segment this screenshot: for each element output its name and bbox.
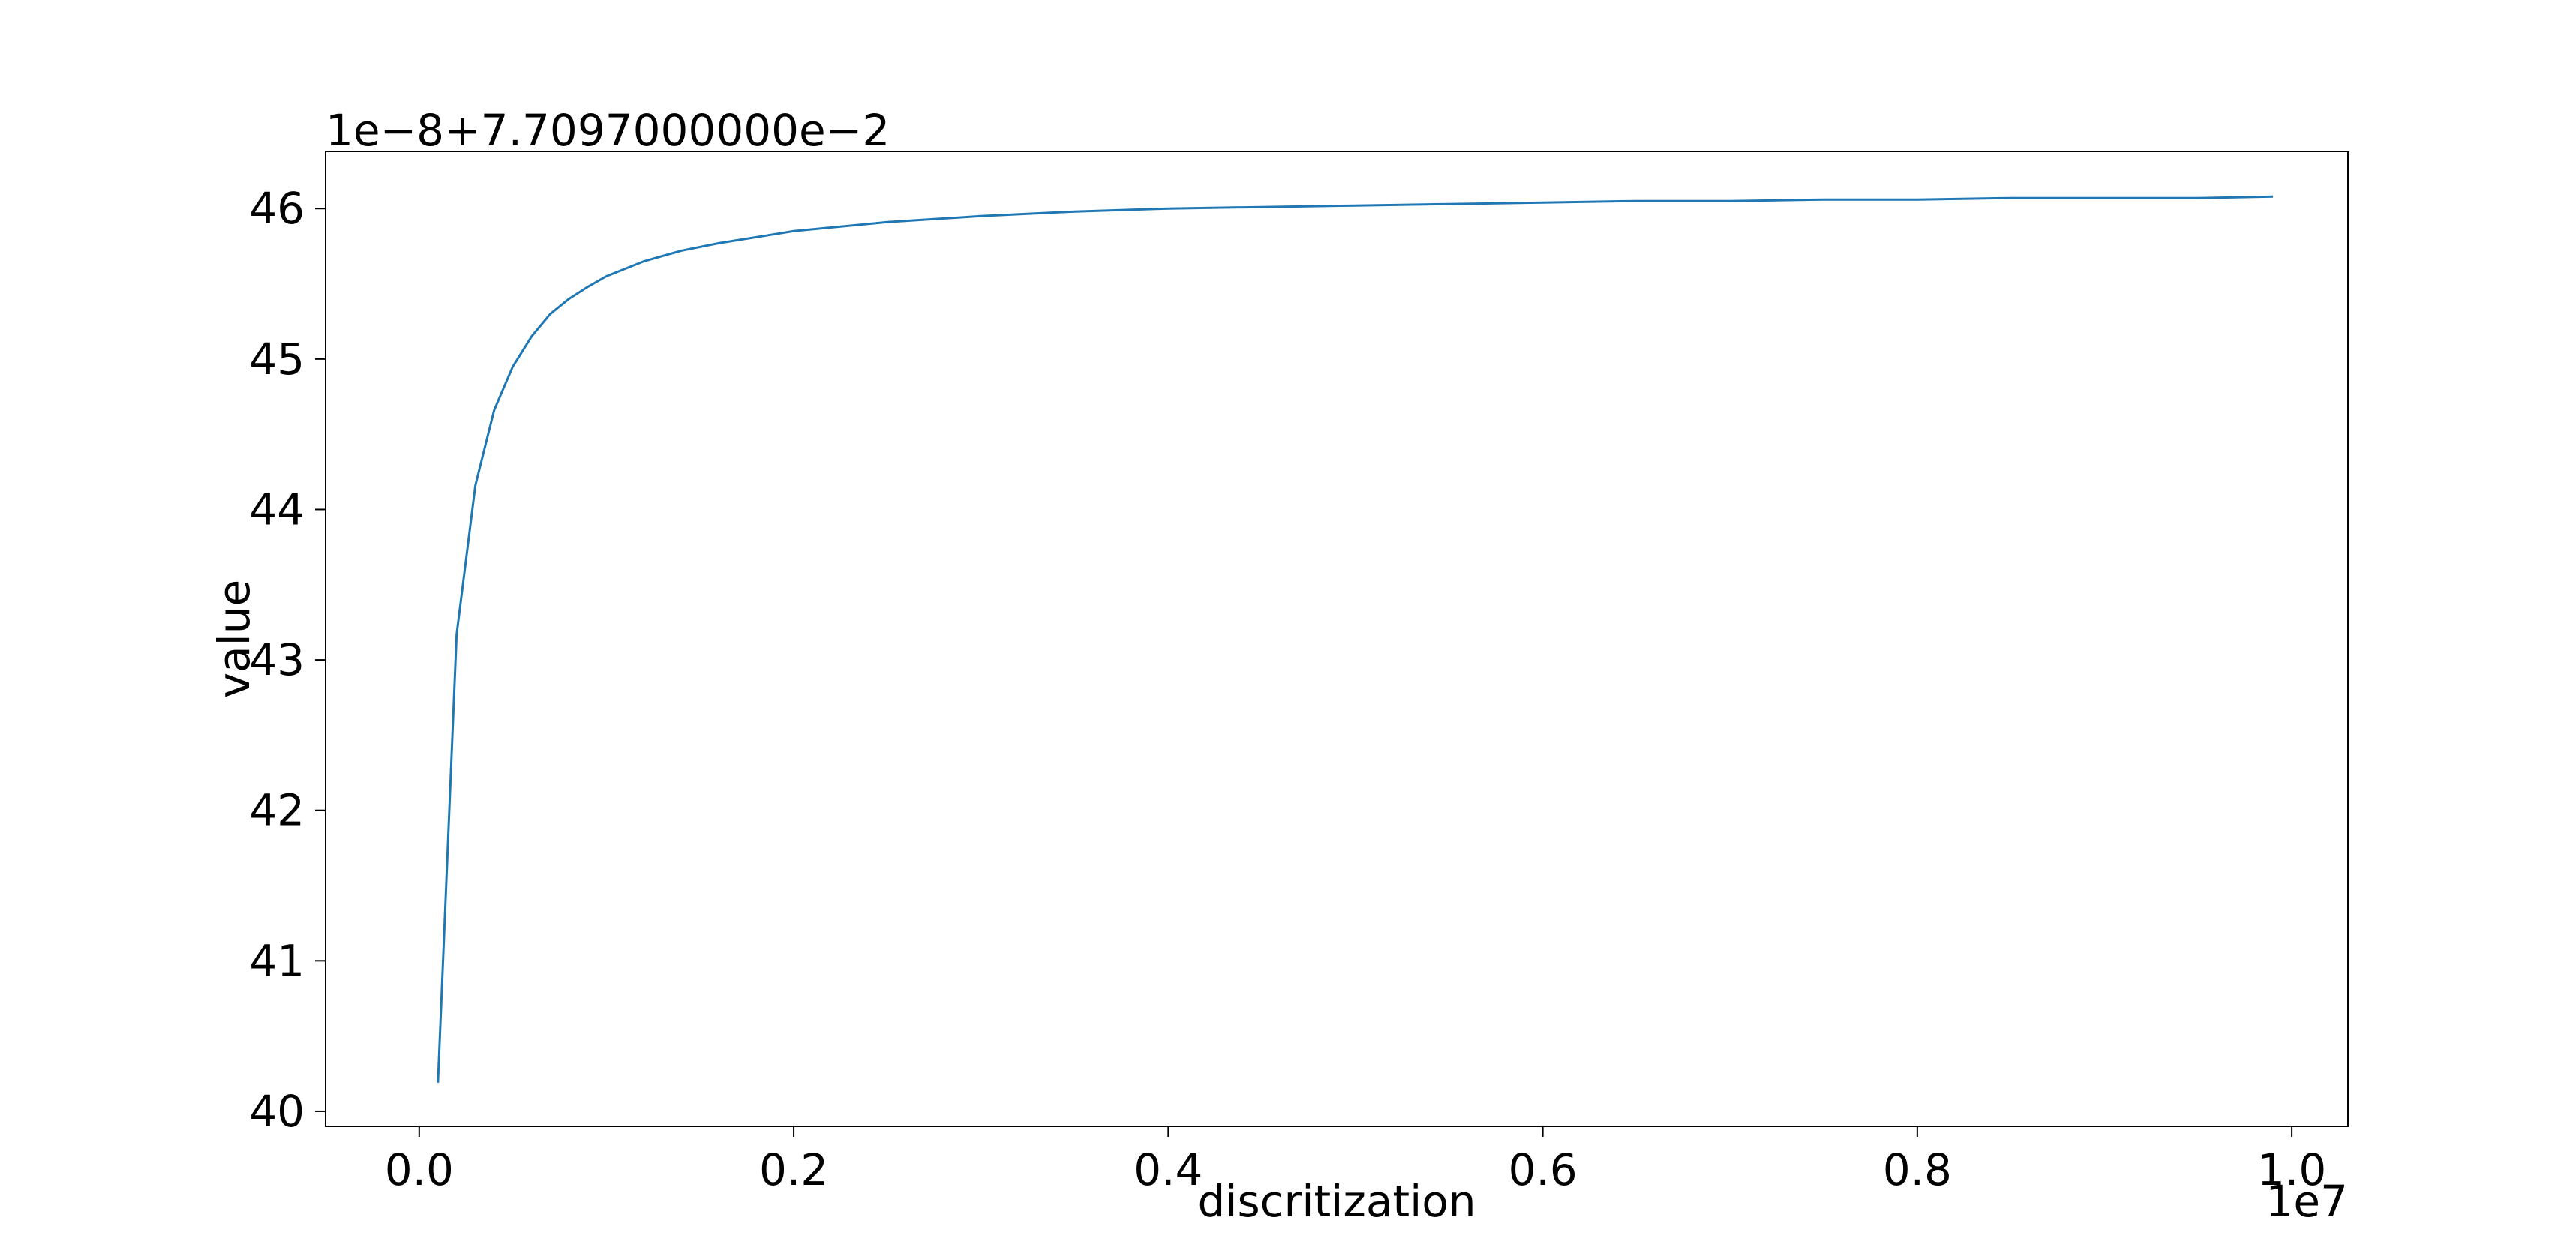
x-tick-label: 0.2	[759, 1144, 828, 1195]
y-tick-label: 44	[249, 484, 305, 535]
y-tick-label: 41	[249, 935, 305, 986]
x-tick-label: 0.4	[1133, 1144, 1202, 1195]
x-axis-ticks: 0.0 0.2 0.4 0.6 0.8 1.0	[385, 1126, 2326, 1195]
y-tick-label: 46	[249, 183, 305, 234]
y-tick-label: 40	[249, 1086, 305, 1137]
x-tick-label: 0.0	[385, 1144, 454, 1195]
plot-frame	[325, 151, 2349, 1127]
x-tick-label: 0.6	[1508, 1144, 1577, 1195]
y-axis-ticks: 40 41 42 43 44 45 46	[249, 183, 326, 1137]
y-tick-label: 42	[249, 785, 305, 836]
y-axis-offset: 1e−8+7.7097000000e−2	[326, 105, 890, 156]
y-axis-label: value	[209, 580, 260, 698]
plot-area	[437, 195, 2274, 1083]
y-tick-label: 43	[249, 634, 305, 685]
y-tick-label: 45	[249, 334, 305, 385]
series-line-0	[437, 195, 2274, 1083]
x-tick-label: 1.0	[2257, 1144, 2326, 1195]
x-axis-multiplier: 1e7	[2266, 1176, 2349, 1227]
x-axis-label: discritization	[1198, 1176, 1476, 1227]
x-tick-label: 0.8	[1883, 1144, 1952, 1195]
